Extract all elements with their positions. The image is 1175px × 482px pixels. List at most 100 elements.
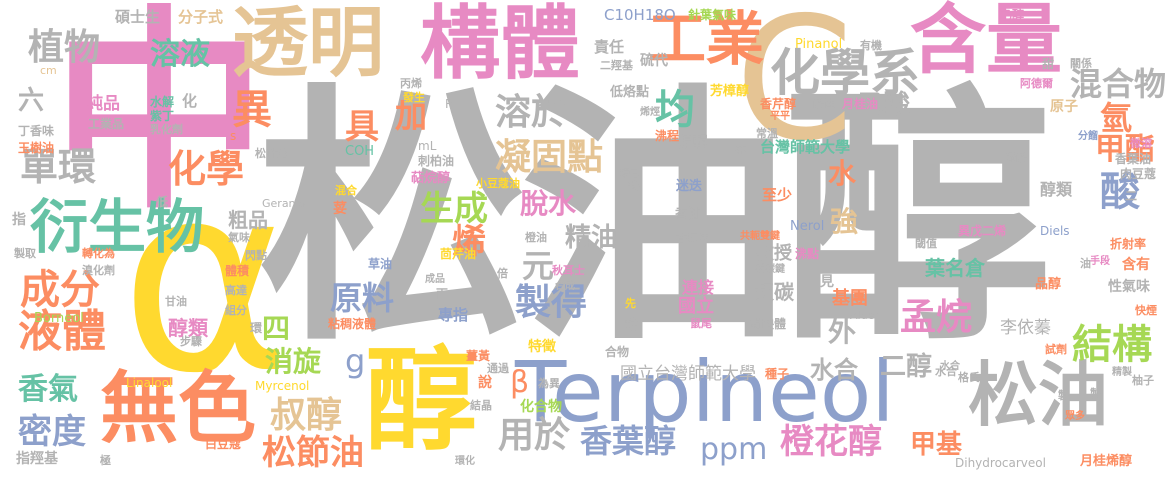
word-g: g	[345, 342, 366, 380]
word-jingzhi: 精製	[1112, 367, 1132, 378]
word-jun: 均	[655, 87, 695, 133]
word-wai: 外	[828, 315, 857, 348]
word-zhongzi: 種子	[765, 367, 790, 381]
word-youzi: 柚子	[1132, 374, 1154, 387]
word-alder: Alder	[850, 309, 879, 322]
word-gongye: 工業	[648, 5, 765, 73]
word-zhuanzhi: 專指	[438, 306, 469, 324]
word-xiangyou: 香油	[675, 207, 702, 222]
word-liang: 兩	[436, 287, 449, 301]
word-tezheng: 特徵	[528, 339, 556, 355]
word-suan: 酸	[1100, 169, 1140, 215]
word-xiangqinchun: 香芹醇	[760, 97, 797, 111]
word-huaxuexi: 化學系	[770, 44, 920, 102]
word-xi: 烯	[452, 222, 486, 262]
word-cheng: 稱	[625, 317, 639, 333]
word-zhiqiangji: 指羥基	[16, 451, 58, 467]
word-fenzishi: 分子式	[178, 8, 224, 26]
word-guanxi: 關係	[1070, 57, 1092, 70]
word-zhi-3: 製	[1090, 387, 1101, 400]
word-ziding: 紫丁	[150, 109, 175, 123]
word-hunhewu: 混合物	[1070, 65, 1167, 103]
word-ji: 極	[100, 454, 111, 467]
word-zhi: 指	[12, 212, 26, 228]
word-liyizhen: 李依蓁	[1000, 318, 1051, 338]
word-pinchun: 品醇	[1035, 277, 1062, 292]
word-ninggudian: 凝固點	[495, 137, 604, 178]
word-midie: 迷迭	[676, 179, 703, 194]
word-bianji: 編輯	[678, 133, 709, 151]
word-hewu: 合物	[605, 345, 630, 359]
word-chunlei-1: 醇類	[168, 316, 208, 340]
word-chunpin: 純品	[86, 94, 120, 114]
word-national-taiwan-normal: 國立台灣師範大學	[620, 364, 756, 384]
word-jingyou: 精油	[565, 223, 618, 253]
word-c: C	[735, 0, 854, 179]
word-chun: 醇	[365, 336, 477, 466]
word-chengyou: 橙油	[525, 231, 547, 244]
word-nianchouyeti: 粘稠液體	[328, 317, 377, 331]
word-myrcenol: Myrcenol	[255, 379, 310, 393]
word-xiaoxuan: 消旋	[265, 345, 322, 378]
word-jian: 見	[820, 274, 834, 290]
word-geshi: 格氏	[958, 371, 980, 384]
word-dingxiangwei: 丁香味	[18, 124, 55, 138]
word-jiazhi: 甲酯	[1095, 132, 1155, 167]
word-bingxi: 丙烯	[400, 77, 422, 90]
word-xiangyechun: 香葉醇	[580, 422, 677, 460]
word-gongyepin: 工業品	[88, 117, 125, 131]
word-zeren: 責任	[594, 38, 625, 56]
word-shui: 水	[828, 157, 857, 190]
word-cibaiyou: 刺柏油	[418, 154, 455, 168]
word-xiangqi: 香氣	[18, 372, 78, 407]
word-xiaodoukouyou: 小豆蔻油	[476, 177, 520, 190]
word-cm: cm	[40, 64, 57, 77]
word-adeer: 阿德爾	[1020, 77, 1053, 90]
word-bei: 倍	[497, 267, 508, 280]
word-kuaiyan: 快煙	[1135, 304, 1157, 317]
word-songjieyou: 松節油	[262, 433, 364, 473]
word-jiegou: 結構	[1072, 322, 1152, 368]
word-coh: COH	[345, 144, 375, 159]
word-yi: 異	[232, 87, 272, 133]
word-songzhenyou: 松針油	[255, 147, 288, 160]
word-yichun: 乙醇	[1000, 8, 1025, 22]
word-dilaodian: 低烙點	[610, 85, 650, 100]
word-qing: 氫	[1100, 99, 1133, 137]
word-zhi-2: 製	[1058, 389, 1069, 402]
word-tuoshui: 脫水	[520, 187, 577, 220]
word-xiuhuaji: 溴化劑	[82, 264, 115, 277]
word-hanyou: 含有	[1122, 257, 1150, 273]
word-zhuanhuawei: 轉化為	[82, 247, 115, 260]
word-huanhua: 環化	[455, 456, 475, 467]
word-guoli: 國立	[678, 296, 714, 317]
word-zhiwu: 植物	[28, 27, 101, 68]
word-feidian: 沸點	[795, 247, 820, 261]
word-ju: 具	[345, 107, 379, 147]
word-huiqinyou: 茴芹油	[440, 247, 477, 261]
word-zhenyeqiwei: 針葉氣味	[688, 8, 737, 22]
word-si: 四	[262, 312, 291, 345]
word-pinanol: Pinanol	[795, 37, 843, 52]
word-weiyi: 為異	[538, 377, 560, 390]
word-shuwei: 鼠尾	[690, 317, 712, 330]
word-xiting: 烯烴	[640, 107, 660, 118]
word-shengcheng: 生成	[420, 189, 488, 229]
word-youji: 有機	[860, 39, 882, 52]
word-shouduan: 手段	[1090, 256, 1110, 267]
word-c10h18o: C10H18O	[604, 6, 676, 24]
word-fasheng: 發生	[403, 91, 425, 104]
word-xian: 先	[625, 297, 636, 310]
word-jituan: 基團	[832, 288, 868, 309]
word-rongyu: 溶於	[495, 92, 568, 133]
word-shuo: 說	[478, 375, 492, 391]
word-gongejuangjian: 共軛雙鍵	[740, 231, 780, 242]
word-yiwuerxi: 異戊二烯	[958, 224, 1007, 238]
word-yushuyou: 玉樹油	[18, 141, 55, 155]
word-shutan: 叔碳	[754, 280, 794, 304]
word-jia: 加	[395, 97, 428, 135]
word-shiji: 試劑	[1045, 343, 1067, 356]
word-changwen: 常溫	[756, 127, 778, 140]
word-you: 油	[1080, 257, 1091, 270]
word-chengpin: 成品	[425, 274, 445, 285]
